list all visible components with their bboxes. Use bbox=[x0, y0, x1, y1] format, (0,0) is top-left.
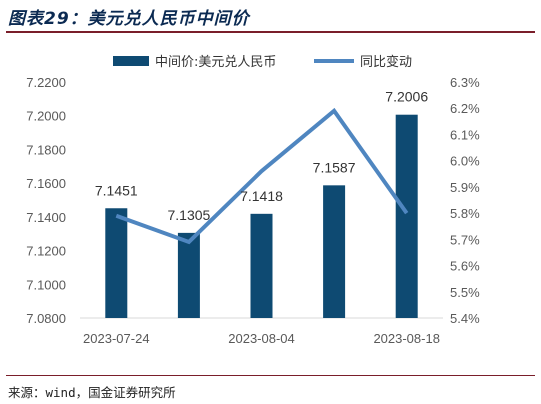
bar bbox=[395, 114, 418, 319]
legend-bar-label: 中间价:美元兑人民币 bbox=[155, 55, 276, 70]
right-axis-tick-label: 6.2% bbox=[450, 101, 480, 116]
x-axis: 2023-07-24 2023-08-04 2023-08-18 bbox=[83, 331, 440, 346]
bar-series bbox=[105, 114, 418, 319]
right-axis-tick-label: 5.6% bbox=[450, 259, 480, 274]
bar bbox=[177, 232, 200, 318]
title-divider bbox=[6, 31, 535, 33]
left-axis-tick-label: 7.1200 bbox=[26, 244, 66, 259]
line-series bbox=[115, 107, 409, 245]
right-axis-tick-label: 5.4% bbox=[450, 311, 480, 326]
left-axis: 7.0800 7.1000 7.1200 7.1400 7.1600 7.1800 7.20… bbox=[26, 75, 66, 326]
bar bbox=[105, 208, 128, 318]
right-axis-tick-label: 5.5% bbox=[450, 285, 480, 300]
chart-svg: 中间价:美元兑人民币 同比变动 7.0800 7.1000 7.1200 7.1400… bbox=[26, 54, 480, 346]
left-axis-tick-label: 7.0800 bbox=[26, 311, 66, 326]
chart-title: 图表29：美元兑人民币中间价 bbox=[8, 9, 250, 29]
right-axis-tick-label: 6.1% bbox=[450, 127, 480, 142]
x-axis-tick-label: 2023-08-18 bbox=[373, 331, 440, 346]
legend: 中间价:美元兑人民币 同比变动 bbox=[113, 54, 412, 70]
bar bbox=[250, 213, 273, 318]
bar-data-label: 7.1418 bbox=[240, 188, 283, 204]
left-axis-tick-label: 7.1400 bbox=[26, 210, 66, 225]
left-axis-tick-label: 7.2000 bbox=[26, 109, 66, 124]
legend-bar-swatch bbox=[113, 56, 149, 66]
bar-data-label: 7.2006 bbox=[385, 89, 428, 105]
x-axis-tick-label: 2023-07-24 bbox=[83, 331, 150, 346]
source-note: 来源：wind，国金证券研究所 bbox=[8, 385, 176, 400]
x-axis-tick-label: 2023-08-04 bbox=[228, 331, 295, 346]
right-axis-tick-label: 6.0% bbox=[450, 154, 480, 169]
bar-data-label: 7.1451 bbox=[95, 182, 138, 198]
bar-data-label: 7.1305 bbox=[167, 207, 210, 223]
bar-data-label: 7.1587 bbox=[313, 159, 356, 175]
right-axis-tick-label: 5.8% bbox=[450, 206, 480, 221]
right-axis-tick-label: 5.7% bbox=[450, 232, 480, 247]
left-axis-tick-label: 7.1600 bbox=[26, 176, 66, 191]
left-axis-tick-label: 7.1000 bbox=[26, 277, 66, 292]
bar bbox=[323, 185, 346, 318]
left-axis-tick-label: 7.1800 bbox=[26, 142, 66, 157]
right-axis: 5.4% 5.5% 5.6% 5.7% 5.8% 5.9% 6.0% 6.1% 6.2% 6.3% bbox=[450, 75, 480, 326]
legend-line-label: 同比变动 bbox=[360, 54, 412, 70]
source-divider bbox=[6, 375, 535, 376]
bar-data-labels: 7.1451 7.1305 7.1418 7.1587 7.2006 bbox=[95, 89, 428, 223]
right-axis-tick-label: 6.3% bbox=[450, 75, 480, 90]
left-axis-tick-label: 7.2200 bbox=[26, 75, 66, 90]
right-axis-tick-label: 5.9% bbox=[450, 180, 480, 195]
